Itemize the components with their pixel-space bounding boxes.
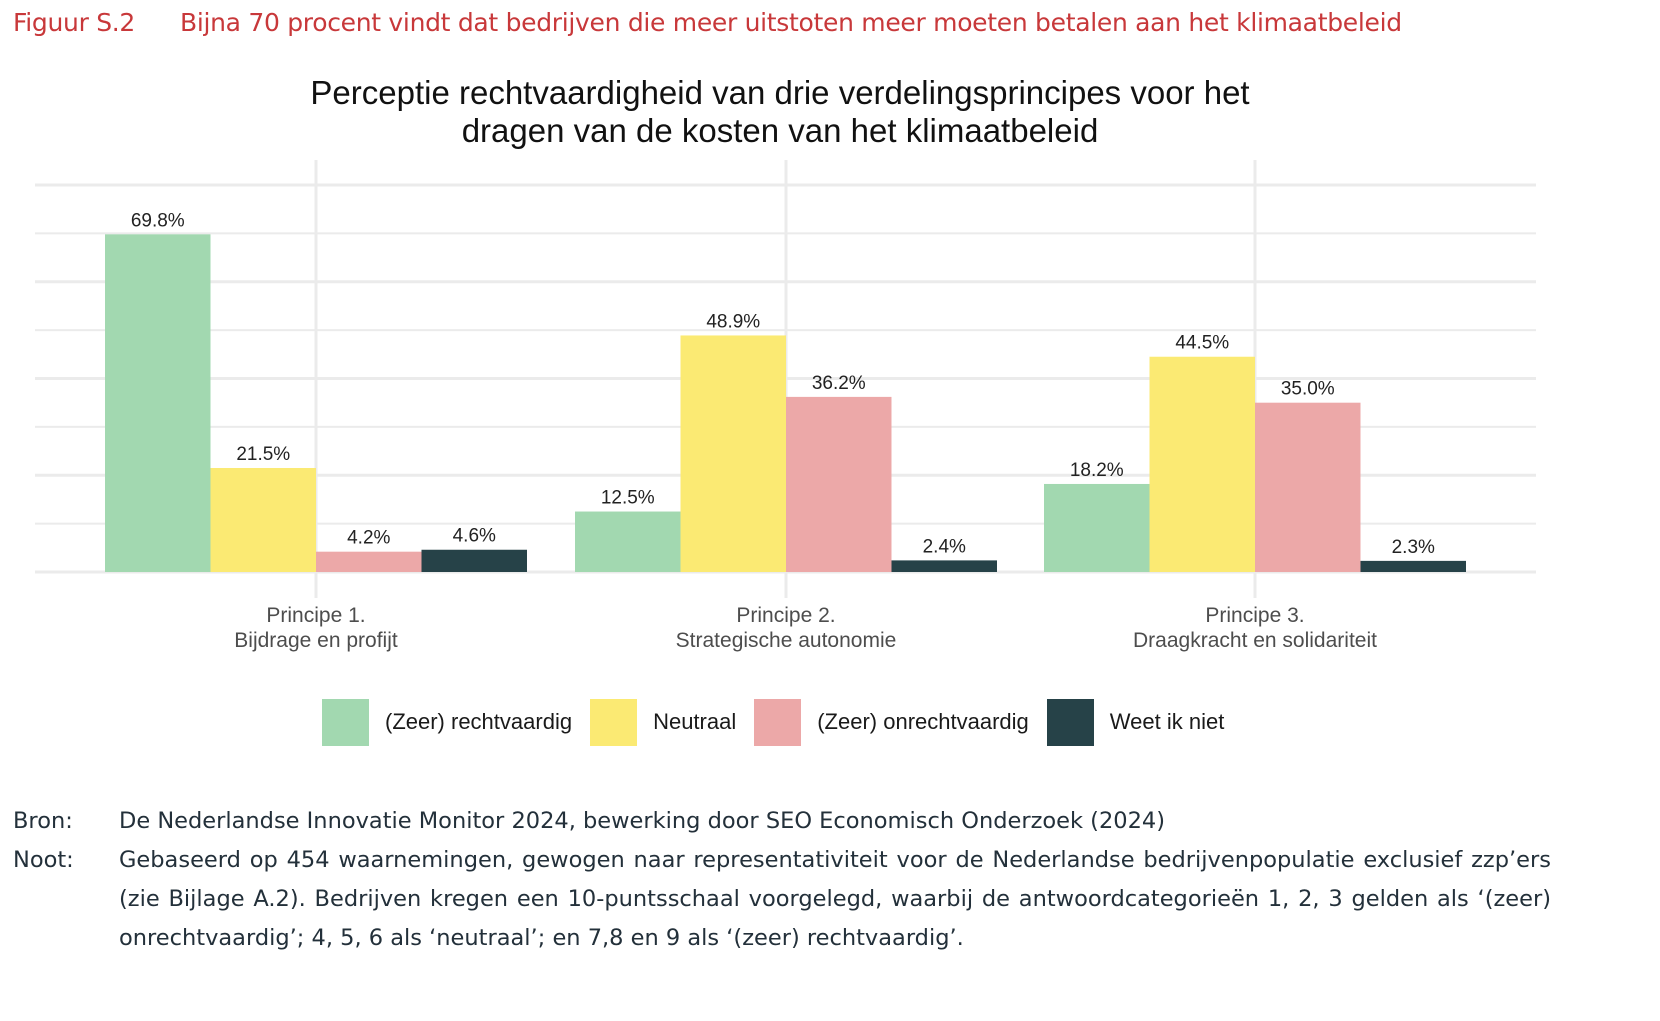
bar-1-1 [105, 234, 211, 572]
bar-2-4 [891, 560, 997, 572]
legend-swatch-2 [590, 698, 638, 746]
x-tick-label-1-2: Bijdrage en profijt [234, 629, 398, 652]
chart-title-line-2: dragen van de kosten van het klimaatbele… [461, 112, 1099, 149]
data-label-1-2: 21.5% [236, 444, 290, 465]
chart-title: Perceptie rechtvaardigheid van drie verd… [0, 74, 1560, 150]
data-label-2-2: 48.9% [706, 311, 760, 332]
notes: Bron: De Nederlandse Innovatie Monitor 2… [13, 802, 1551, 958]
bar-2-1 [575, 511, 681, 572]
figure-number: Figuur S.2 [13, 8, 136, 37]
legend-item-3: (Zeer) onrechtvaardig [754, 698, 1029, 746]
x-tick-label-3-2: Draagkracht en solidariteit [1133, 629, 1377, 652]
legend-item-2: Neutraal [590, 698, 737, 746]
figure-caption: Figuur S.2 Bijna 70 procent vindt dat bed… [13, 8, 1402, 37]
bar-3-2 [1149, 356, 1255, 572]
data-label-2-3: 36.2% [812, 373, 866, 394]
bar-3-3 [1255, 402, 1361, 572]
source-row: Bron: De Nederlandse Innovatie Monitor 2… [13, 802, 1551, 841]
legend-item-4: Weet ik niet [1046, 698, 1225, 746]
data-label-2-4: 2.4% [923, 536, 966, 557]
legend-item-1: (Zeer) rechtvaardig [322, 698, 573, 746]
data-label-1-1: 69.8% [131, 210, 185, 231]
x-tick-label-2-1: Principe 2. [736, 604, 835, 627]
note-text: Gebaseerd op 454 waarnemingen, gewogen n… [119, 847, 1551, 951]
data-label-1-4: 4.6% [453, 526, 496, 547]
bar-3-1 [1044, 483, 1150, 572]
bar-1-2 [210, 467, 316, 572]
bar-1-3 [316, 551, 422, 572]
bar-1-4 [421, 549, 527, 572]
data-label-3-4: 2.3% [1392, 537, 1435, 558]
legend-swatch-3 [754, 698, 802, 746]
x-tick-label-3-1: Principe 3. [1205, 604, 1304, 627]
source-label: Bron: [13, 808, 73, 834]
legend-swatch-1 [322, 698, 369, 746]
source-text: De Nederlandse Innovatie Monitor 2024, b… [119, 808, 1165, 834]
data-label-3-2: 44.5% [1175, 333, 1229, 354]
x-tick-label-2-2: Strategische autonomie [676, 629, 897, 652]
data-label-3-1: 18.2% [1070, 460, 1124, 481]
legend-label-4: Weet ik niet [1109, 709, 1225, 734]
bar-3-4 [1360, 560, 1466, 572]
note-row: Noot: Gebaseerd op 454 waarnemingen, gew… [13, 841, 1551, 958]
x-tick-label-1-1: Principe 1. [266, 604, 365, 627]
chart-title-line-1: Perceptie rechtvaardigheid van drie verd… [310, 74, 1250, 111]
data-labels: 69.8% 21.5% 4.2% 4.6% 12.5% 48.9% 36.2% 2.4% 18.… [131, 210, 1435, 558]
data-label-2-1: 12.5% [601, 488, 655, 509]
bars [105, 234, 1466, 572]
legend: (Zeer) rechtvaardig Neutraal (Zeer) onrech… [322, 698, 1242, 746]
bar-2-2 [680, 335, 786, 572]
data-label-3-3: 35.0% [1281, 379, 1335, 400]
legend-swatch-4 [1046, 698, 1094, 746]
data-label-1-3: 4.2% [347, 528, 390, 549]
bar-chart: 69.8% 21.5% 4.2% 4.6% 12.5% 48.9% 36.2% 2.4% 18.… [35, 160, 1536, 652]
note-label: Noot: [13, 847, 74, 873]
legend-label-2: Neutraal [653, 709, 737, 734]
legend-label-1: (Zeer) rechtvaardig [385, 709, 573, 734]
x-axis-labels: Principe 1.Bijdrage en profijt Principe 2… [234, 604, 1377, 652]
figure-caption-text: Bijna 70 procent vindt dat bedrijven die… [180, 8, 1402, 37]
bar-2-3 [786, 396, 892, 572]
legend-label-3: (Zeer) onrechtvaardig [817, 709, 1029, 734]
